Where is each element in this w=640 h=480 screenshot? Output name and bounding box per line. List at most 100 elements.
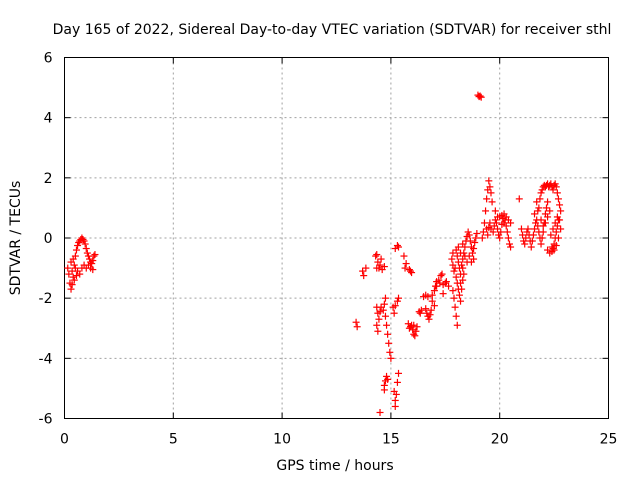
data-point: [385, 339, 393, 347]
data-point: [376, 261, 384, 269]
grid-layer: [64, 57, 609, 419]
data-point: [521, 240, 529, 248]
data-point: [515, 195, 523, 203]
data-point: [373, 251, 381, 259]
x-tick-label: 5: [169, 432, 178, 448]
data-point: [83, 249, 91, 257]
data-point: [409, 326, 417, 334]
data-point: [435, 276, 443, 284]
data-point: [449, 249, 457, 257]
data-point: [552, 183, 560, 191]
y-tick-label: -2: [39, 291, 53, 307]
data-point: [552, 242, 560, 250]
data-point: [469, 249, 476, 257]
data-point: [412, 327, 420, 335]
data-point: [491, 207, 499, 215]
data-point: [384, 330, 392, 338]
data-point: [503, 228, 511, 236]
data-point: [471, 239, 479, 247]
data-point: [459, 240, 467, 248]
data-point: [359, 267, 367, 275]
data-point: [449, 287, 457, 295]
data-point: [424, 293, 432, 301]
data-point: [441, 279, 449, 287]
data-point: [477, 93, 485, 101]
data-point: [395, 243, 403, 251]
data-point: [416, 309, 424, 317]
data-point: [554, 195, 562, 203]
data-point: [69, 255, 77, 263]
data-point: [374, 327, 382, 335]
data-point: [472, 234, 480, 242]
data-point: [538, 234, 546, 242]
data-point: [383, 321, 391, 329]
data-point: [67, 285, 75, 293]
data-point: [442, 278, 450, 286]
data-point: [487, 189, 495, 197]
data-point: [384, 375, 392, 383]
data-point: [381, 312, 389, 320]
data-point: [539, 228, 547, 236]
data-point: [76, 270, 84, 278]
data-point: [413, 323, 421, 331]
data-point: [373, 264, 381, 272]
data-point: [376, 308, 384, 316]
data-point: [426, 311, 434, 319]
data-point: [453, 321, 461, 329]
data-point: [486, 219, 494, 227]
data-point: [439, 290, 447, 298]
data-point: [522, 234, 530, 242]
data-point: [528, 237, 536, 245]
y-tick-label: 0: [44, 231, 53, 247]
data-point: [91, 251, 99, 259]
data-point: [507, 219, 515, 227]
data-point: [551, 219, 559, 227]
data-point: [376, 408, 384, 416]
data-point: [452, 312, 460, 320]
data-point: [430, 302, 438, 310]
data-point: [381, 294, 389, 302]
data-point: [551, 180, 559, 188]
data-point: [65, 270, 73, 278]
data-point: [459, 276, 467, 284]
data-point: [553, 189, 561, 197]
data-point: [391, 396, 399, 404]
data-point: [458, 261, 466, 269]
data-point: [498, 211, 506, 219]
data-point: [476, 92, 484, 100]
data-point: [400, 252, 408, 260]
data-point: [478, 234, 486, 242]
y-tick-label: 4: [44, 111, 53, 127]
data-point: [352, 318, 360, 326]
data-points: [64, 91, 565, 416]
data-point: [497, 228, 505, 236]
data-point: [86, 255, 94, 263]
data-point: [454, 258, 462, 266]
data-point: [524, 225, 532, 233]
data-point: [483, 195, 491, 203]
x-tick-label: 10: [273, 432, 291, 448]
data-point: [390, 309, 398, 317]
y-tick-label: 2: [44, 171, 53, 187]
data-point: [484, 231, 492, 239]
data-point: [454, 243, 462, 251]
data-point: [437, 272, 445, 280]
data-point: [531, 225, 539, 233]
data-point: [529, 231, 537, 239]
data-point: [64, 264, 72, 272]
data-point: [470, 255, 478, 263]
data-point: [544, 246, 552, 254]
x-tick-label: 0: [60, 432, 69, 448]
data-point: [517, 225, 525, 233]
data-point: [554, 234, 562, 242]
data-point: [470, 245, 478, 253]
data-point: [534, 207, 542, 215]
data-point: [392, 390, 400, 398]
data-point: [362, 264, 370, 272]
data-point: [538, 186, 546, 194]
data-point: [492, 219, 500, 227]
data-point: [544, 198, 552, 206]
data-point: [68, 281, 76, 289]
data-point: [411, 332, 419, 340]
data-point: [535, 204, 543, 212]
